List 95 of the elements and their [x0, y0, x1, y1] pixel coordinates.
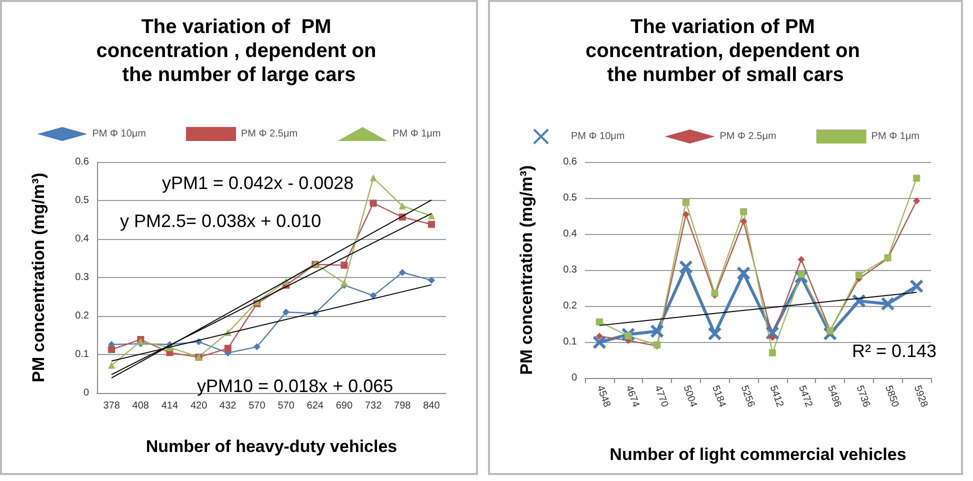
point — [880, 296, 895, 311]
annotation: R² = 0.143 — [852, 341, 937, 361]
x-tick-label: 5472 — [796, 384, 814, 410]
point — [596, 318, 603, 326]
point — [596, 332, 603, 340]
x-tick-label: 5496 — [824, 384, 844, 410]
point — [621, 327, 636, 342]
y-tick-label: 0.1 — [563, 336, 578, 348]
point — [765, 326, 780, 340]
x-tick-label: 690 — [336, 400, 353, 412]
x-tick-label: 570 — [278, 400, 295, 412]
legend-label: PM Φ 1μm — [392, 128, 441, 140]
y-tick-label: 0 — [571, 372, 578, 384]
point — [855, 272, 862, 279]
y-tick-label: 0.5 — [563, 192, 578, 204]
point — [798, 256, 805, 264]
point — [794, 270, 808, 284]
x-tick-label: 732 — [364, 400, 382, 412]
x-tick-label: 624 — [306, 400, 324, 412]
y-tick-label: 0.2 — [75, 310, 90, 322]
x-tick-label: 408 — [132, 400, 150, 412]
point — [682, 198, 690, 206]
y-tick-label: 0.4 — [563, 228, 578, 240]
x-tick-label: 5004 — [680, 384, 699, 410]
x-tick-label: 5736 — [854, 384, 872, 410]
chart-title: The variation of PM concentration , dependent on the number of large cars — [96, 16, 382, 86]
point — [340, 262, 348, 269]
x-tick-label: 5412 — [767, 384, 786, 410]
y-tick-label: 0.1 — [75, 349, 90, 360]
y-axis-title: PM concentration (mg/m³) — [517, 165, 536, 375]
point — [650, 324, 664, 338]
point — [370, 200, 377, 207]
x-tick-label: 4548 — [594, 384, 612, 410]
annotation: yPM10 = 0.018x + 0.065 — [197, 376, 394, 396]
point — [768, 334, 776, 341]
point — [913, 197, 920, 204]
point — [398, 202, 406, 210]
x-tick-label: 5184 — [710, 384, 728, 410]
y-tick-label: 0.3 — [75, 272, 90, 283]
x-tick-label: 4674 — [623, 384, 642, 410]
point — [428, 220, 435, 228]
point — [592, 335, 606, 350]
point — [428, 276, 435, 284]
point — [913, 174, 920, 182]
point — [823, 326, 838, 341]
point — [108, 346, 116, 353]
x-tick-label: 420 — [190, 400, 208, 412]
point — [852, 294, 866, 308]
point — [678, 260, 693, 274]
legend-label: PM Φ 10μm — [571, 131, 625, 142]
point — [708, 326, 722, 341]
x-tick-label: 414 — [161, 400, 178, 412]
point — [370, 174, 377, 182]
point — [740, 218, 748, 225]
y-tick-label: 0.2 — [563, 300, 578, 312]
point — [428, 212, 435, 220]
point — [108, 362, 116, 369]
point — [768, 349, 776, 356]
point — [624, 332, 632, 340]
y-axis-title: PM concentration (mg/m³) — [29, 172, 48, 382]
annotation: yPM1 = 0.042x - 0.0028 — [162, 173, 354, 193]
legend-label: PM Φ 2.5μm — [241, 128, 298, 140]
x-tick-label: 378 — [103, 400, 120, 412]
y-tick-label: 0.4 — [75, 234, 90, 244]
point — [398, 268, 406, 276]
x-tick-label: 570 — [248, 400, 266, 412]
annotation: y PM2.5= 0.038x + 0.010 — [120, 211, 322, 231]
point — [740, 208, 748, 216]
point — [910, 279, 924, 294]
point — [798, 270, 805, 278]
point — [340, 279, 348, 286]
x-tick-label: 5850 — [882, 384, 901, 410]
y-tick-label: 0.5 — [75, 195, 90, 206]
y-tick-label: 0.6 — [75, 156, 90, 168]
point — [224, 344, 232, 352]
x-tick-label: 5928 — [911, 384, 930, 410]
y-tick-label: 0.3 — [563, 264, 578, 276]
x-tick-label: 432 — [220, 400, 237, 412]
x-axis-title: Number of heavy-duty vehicles — [146, 437, 398, 456]
point — [282, 308, 290, 316]
point — [253, 343, 260, 350]
x-axis-title: Number of light commercial vehicles — [610, 445, 906, 464]
chart-title: The variation of PM concentration, dependent on the number of small cars — [585, 16, 866, 86]
y-tick-label: 0 — [83, 388, 90, 398]
point — [370, 292, 377, 300]
x-tick-label: 4770 — [652, 384, 670, 410]
legend-label: PM Φ 10μm — [92, 128, 146, 140]
legend-label: PM Φ 2.5μm — [720, 131, 776, 142]
x-tick-label: 840 — [423, 400, 440, 412]
x-tick-label: 798 — [394, 400, 412, 412]
point — [736, 266, 751, 280]
point — [682, 211, 690, 218]
x-tick-label: 5256 — [738, 384, 757, 410]
y-tick-label: 0.6 — [563, 156, 578, 168]
legend-label: PM Φ 1μm — [871, 131, 920, 142]
